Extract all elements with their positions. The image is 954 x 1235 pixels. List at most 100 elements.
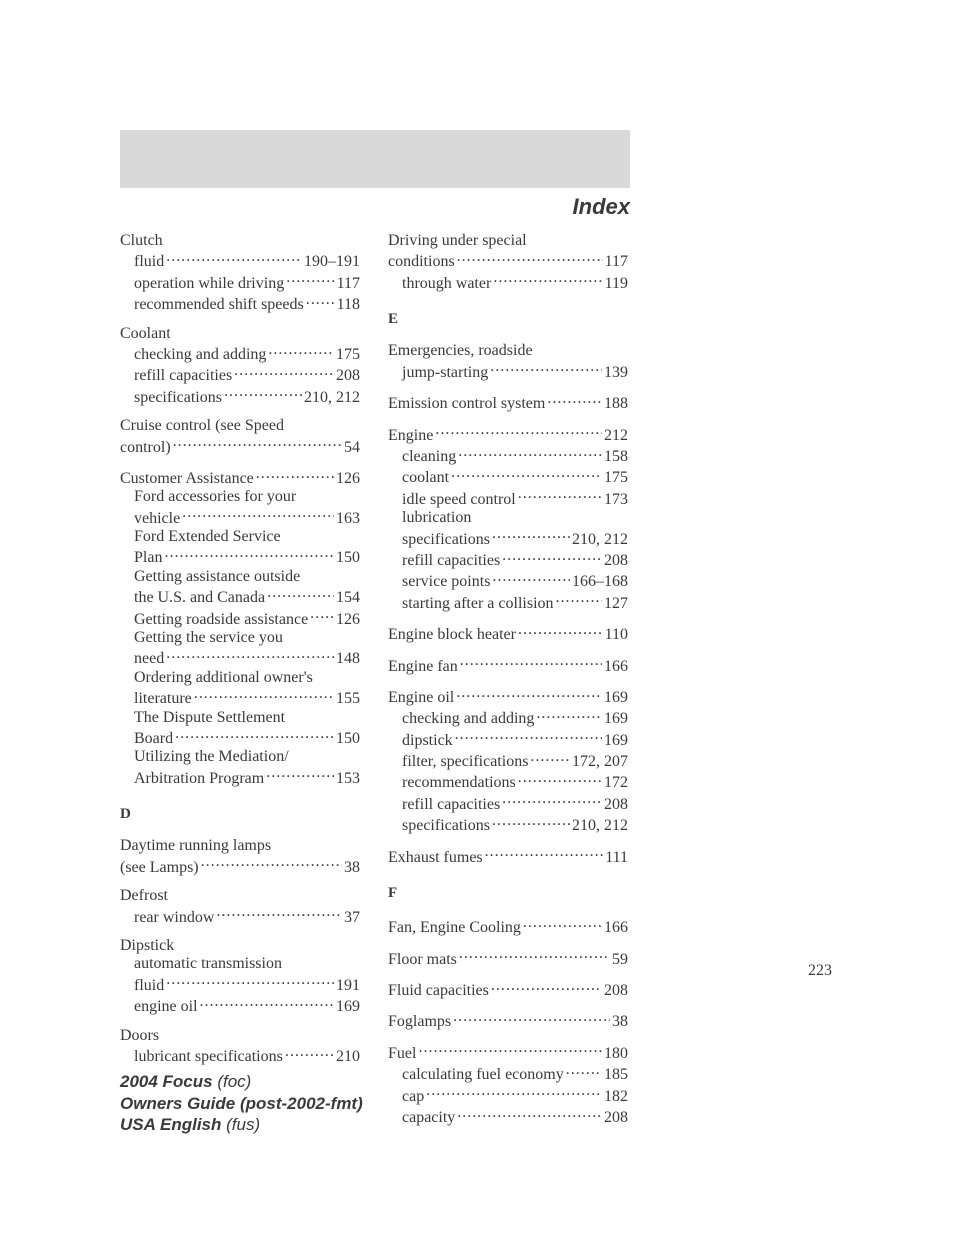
entry-sub: coolant [402, 469, 449, 487]
leader-dots [523, 916, 602, 932]
leader-dots [266, 767, 334, 783]
footer: 2004 Focus (foc) Owners Guide (post-2002… [120, 1071, 363, 1135]
page-ref: 38 [612, 1013, 628, 1031]
entry-engine-fan: Engine fan166 [388, 655, 628, 676]
entry-head: Daytime running lamps [120, 837, 271, 854]
entry-sub: Getting the service you [134, 629, 283, 646]
page-ref: 127 [604, 595, 628, 613]
page-ref: 154 [336, 589, 360, 607]
page-ref: 150 [336, 730, 360, 748]
entry-sub: capacity [402, 1109, 455, 1127]
entry-head: Floor mats [388, 951, 457, 969]
entry-cont: Arbitration Program [134, 770, 264, 788]
entry-head: Defrost [120, 887, 168, 905]
index-columns: Clutch fluid190–191 operation while driv… [120, 232, 834, 1137]
entry-cont: conditions [388, 253, 455, 271]
leader-dots [536, 707, 602, 723]
entry-driving-special: Driving under special conditions117 thro… [388, 232, 628, 293]
leader-dots [459, 948, 610, 964]
page-ref: 208 [604, 552, 628, 570]
leader-dots [267, 586, 334, 602]
entry-sub: refill capacities [402, 552, 500, 570]
page-ref: 126 [336, 611, 360, 629]
entry-head: Exhaust fumes [388, 849, 483, 867]
page-ref: 169 [336, 998, 360, 1016]
right-column: Driving under special conditions117 thro… [388, 232, 628, 1137]
entry-clutch: Clutch fluid190–191 operation while driv… [120, 232, 360, 315]
footer-line-1: 2004 Focus (foc) [120, 1071, 363, 1092]
page-ref: 210, 212 [572, 531, 628, 549]
leader-dots [518, 488, 602, 504]
leader-dots [285, 1045, 334, 1061]
entry-head: Customer Assistance [120, 470, 254, 488]
entry-sub: refill capacities [134, 367, 232, 385]
entry-cont: control) [120, 439, 171, 457]
page-title: Index [573, 194, 630, 220]
page-ref: 212 [604, 427, 628, 445]
entry-head: Fuel [388, 1045, 416, 1063]
page-ref: 208 [336, 367, 360, 385]
page-ref: 180 [604, 1045, 628, 1063]
leader-dots [457, 250, 603, 266]
page-ref: 175 [604, 469, 628, 487]
entry-sub: engine oil [134, 998, 198, 1016]
entry-head: Engine block heater [388, 626, 516, 644]
page-ref: 208 [604, 982, 628, 1000]
page-ref: 182 [604, 1088, 628, 1106]
entry-sub: lubricant specifications [134, 1048, 283, 1066]
entry-sub: Ford accessories for your [134, 488, 296, 505]
entry-sub: specifications [134, 389, 222, 407]
entry-cruise-control: Cruise control (see Speed control)54 [120, 417, 360, 457]
page-ref: 210, 212 [572, 817, 628, 835]
entry-sub: Ordering additional owner's [134, 669, 313, 686]
leader-dots [492, 570, 570, 586]
entry-sub: service points [402, 573, 490, 591]
leader-dots [502, 793, 602, 809]
entry-sub: idle speed control [402, 491, 516, 509]
page-ref: 185 [604, 1066, 628, 1084]
page-ref: 169 [604, 689, 628, 707]
entry-sub: fluid [134, 253, 164, 271]
leader-dots [485, 846, 604, 862]
entry-cont: fluid [134, 977, 164, 995]
entry-head: Emission control system [388, 395, 545, 413]
leader-dots [306, 293, 335, 309]
leader-dots [310, 608, 334, 624]
leader-dots [518, 771, 602, 787]
entry-sub: jump-starting [402, 364, 488, 382]
page-ref: 111 [605, 849, 628, 867]
entry-head: Engine fan [388, 658, 458, 676]
entry-head: Engine [388, 427, 433, 445]
leader-dots [182, 507, 334, 523]
entry-sub: rear window [134, 909, 214, 927]
entry-cont: the U.S. and Canada [134, 589, 265, 607]
entry-sub: filter, specifications [402, 753, 528, 771]
entry-head: Fan, Engine Cooling [388, 919, 521, 937]
section-letter-d: D [120, 806, 360, 823]
page-ref: 37 [344, 909, 360, 927]
page-ref: 158 [604, 448, 628, 466]
footer-italic: (foc) [217, 1072, 251, 1091]
leader-dots [166, 974, 334, 990]
leader-dots [456, 686, 602, 702]
page-ref: 117 [605, 253, 628, 271]
page-ref: 148 [336, 650, 360, 668]
page-ref: 59 [612, 951, 628, 969]
entry-sub: automatic transmission [134, 955, 282, 972]
entry-defrost: Defrost rear window 37 [120, 887, 360, 927]
leader-dots [451, 466, 602, 482]
page-ref: 153 [336, 770, 360, 788]
page-ref: 155 [336, 690, 360, 708]
leader-dots [530, 750, 570, 766]
entry-cont: specifications [402, 531, 490, 549]
leader-dots [556, 592, 602, 608]
entry-engine-oil: Engine oil169 checking and adding169 dip… [388, 686, 628, 836]
entry-daytime-lamps: Daytime running lamps (see Lamps)38 [120, 837, 360, 877]
entry-sub: cap [402, 1088, 424, 1106]
entry-sub: checking and adding [402, 710, 534, 728]
entry-sub: Utilizing the Mediation/ [134, 748, 289, 765]
page-ref: 126 [336, 470, 360, 488]
entry-dipstick: Dipstick automatic transmission fluid191… [120, 937, 360, 1017]
page-ref: 175 [336, 346, 360, 364]
entry-head: Engine oil [388, 689, 454, 707]
